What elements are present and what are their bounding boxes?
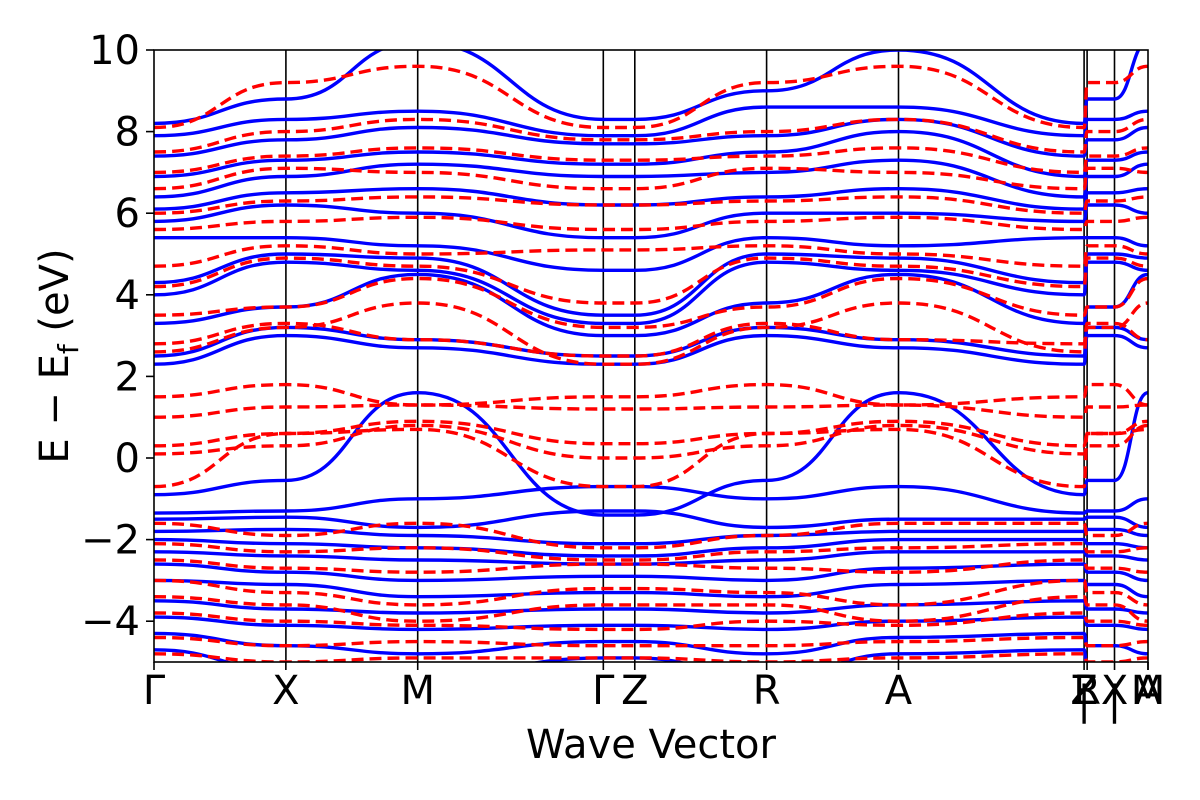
- x-tick-label-3: Γ: [592, 668, 615, 714]
- solid-band-9: [154, 615, 1148, 632]
- dashed-band-19: [154, 578, 1148, 607]
- dashed-band-18: [154, 558, 1148, 574]
- dashed-band-11: [154, 195, 1148, 215]
- y-tick-label-1: −2: [81, 518, 140, 564]
- plot-frame: [153, 49, 1149, 663]
- dashed-band-1: [154, 423, 1148, 460]
- segment-separator-1: |: [1108, 678, 1121, 724]
- y-axis-ticks: −4 −2 0 2 4 6 8 10: [81, 28, 154, 645]
- dashed-band-9: [154, 244, 1148, 268]
- solid-band-2: [154, 509, 1148, 530]
- x-tick-label-10: M: [1131, 668, 1166, 714]
- x-tick-label-9: X: [1101, 668, 1128, 714]
- y-tick-label-7: 10: [89, 28, 140, 74]
- y-tick-label-0: −4: [81, 599, 140, 645]
- y-tick-label-4: 4: [115, 273, 140, 319]
- y-tick-label-3: 2: [115, 354, 140, 400]
- x-tick-label-0: Γ: [143, 668, 166, 714]
- dashed-band-7: [154, 276, 1148, 330]
- x-axis-label: Wave Vector: [526, 722, 777, 768]
- y-tick-label-5: 6: [115, 191, 140, 237]
- x-tick-label-2: M: [400, 668, 435, 714]
- dashed-band-10: [154, 215, 1148, 232]
- y-tick-label-2: 0: [115, 436, 140, 482]
- y-tick-label-6: 8: [115, 110, 140, 156]
- dashed-band-2: [154, 419, 1148, 448]
- y-axis-label: E − Ef (eV): [32, 248, 85, 463]
- dashed-band-17: [154, 542, 1148, 562]
- solid-band-4: [154, 537, 1148, 558]
- dashed-band-16: [154, 521, 1148, 550]
- x-tick-label-1: X: [272, 668, 299, 714]
- x-tick-label-7: Z: [1070, 668, 1097, 714]
- x-tick-label-4: Z: [621, 668, 648, 714]
- solid-band-22: [154, 117, 1148, 158]
- solid-band-6: [154, 562, 1148, 583]
- dashed-band-3: [154, 403, 1148, 419]
- solid-band-5: [154, 550, 1148, 566]
- x-tick-label-11: A: [1134, 668, 1162, 714]
- x-tick-label-5: R: [753, 668, 781, 714]
- segment-separator-0: |: [1077, 678, 1090, 724]
- dashed-band-15: [154, 64, 1148, 130]
- dashed-band-21: [154, 611, 1148, 632]
- solid-band-24: [154, 50, 1141, 126]
- x-tick-label-8: R: [1073, 668, 1101, 714]
- dashed-band-22: [154, 635, 1148, 648]
- y-axis-label-unit: (eV): [32, 248, 78, 344]
- dashed-band-20: [154, 595, 1148, 623]
- x-axis-ticks: Γ X M Γ Z R A ZR X MA| |: [143, 662, 1165, 724]
- solid-band-1: [154, 484, 1148, 515]
- y-axis-label-subscript: f: [52, 343, 85, 354]
- dashed-band-6: [154, 321, 1148, 358]
- y-axis-label-main: E − E: [32, 354, 78, 464]
- dashed-band-14: [154, 117, 1148, 154]
- band-lines: [154, 50, 1148, 662]
- x-tick-label-6: A: [885, 668, 913, 714]
- solid-band-8: [154, 599, 1148, 615]
